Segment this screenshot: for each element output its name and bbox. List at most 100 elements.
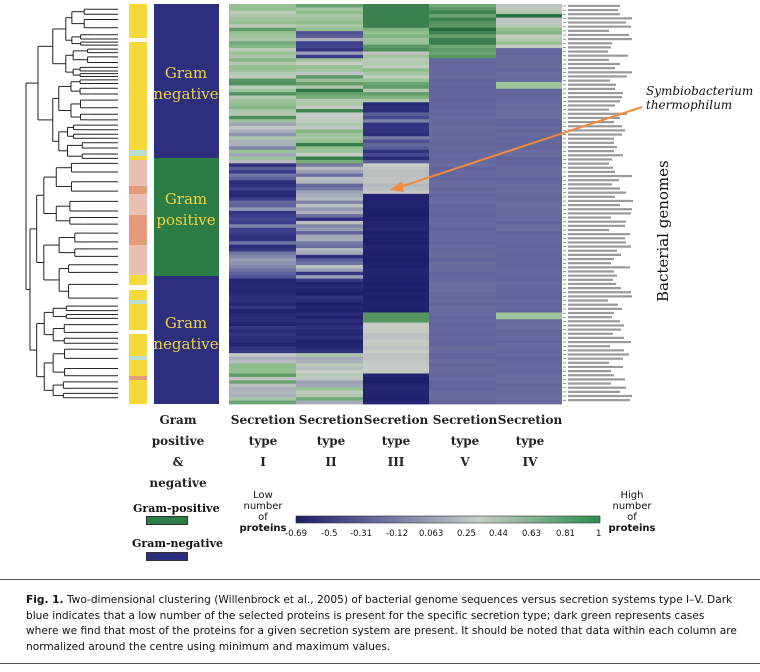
heatmap-cell <box>496 400 562 405</box>
heatmap-cell <box>429 34 496 39</box>
heatmap-cell <box>229 58 296 63</box>
heatmap-cell <box>363 115 429 120</box>
heatmap-cell <box>229 309 296 313</box>
heatmap-cell <box>296 342 363 347</box>
genome-label-text <box>568 183 612 186</box>
heatmap-cell <box>429 78 496 83</box>
gram-label-top-line2: negative <box>153 85 219 103</box>
heatmap-cell <box>229 288 296 293</box>
heatmap-cell <box>229 176 296 181</box>
heatmap-cell <box>229 102 296 107</box>
heatmap-cell <box>496 285 562 290</box>
heatmap-cell <box>296 265 363 269</box>
genome-label-text <box>568 158 612 161</box>
genome-label-text <box>568 96 622 99</box>
scale-high-label: High number of proteins <box>607 490 657 534</box>
genome-label-text <box>568 87 615 90</box>
heatmap-cell <box>296 119 363 124</box>
genome-label-text <box>568 316 612 319</box>
heatmap-cell <box>363 292 429 296</box>
gram-label-middle: Gram positive <box>151 189 221 231</box>
heatmap-cell <box>229 390 296 395</box>
heatmap-cell <box>229 231 296 235</box>
heatmap-cell <box>363 122 429 127</box>
heatmap-cell <box>296 237 363 242</box>
heatmap-cell <box>296 85 363 90</box>
heatmap-cell <box>363 305 429 310</box>
heatmap-cell <box>296 102 363 107</box>
heatmap-cell <box>296 180 363 185</box>
heatmap-cell <box>296 356 363 361</box>
heatmap-cell <box>496 207 562 212</box>
heatmap-cell <box>296 400 363 405</box>
heatmap-cell <box>229 210 296 215</box>
genome-label-text <box>568 191 626 194</box>
scale-tick: -0.31 <box>350 529 372 539</box>
heatmap-cell <box>363 383 429 388</box>
genome-label-text <box>568 8 618 12</box>
heatmap-cell <box>229 285 296 290</box>
heatmap-cell <box>496 271 562 276</box>
gram-label-middle-line1: Gram <box>164 190 208 208</box>
heatmap-cell <box>363 173 429 178</box>
heatmap-cell <box>429 210 496 215</box>
genome-label-text <box>568 104 615 107</box>
category-strip-segment <box>129 245 147 275</box>
heatmap-cell <box>296 227 363 232</box>
caption-label: Fig. 1. <box>26 594 64 606</box>
heatmap-cell <box>363 75 429 79</box>
heatmap-cell <box>229 319 296 324</box>
genome-label-text <box>568 145 617 149</box>
heatmap-cell <box>363 278 429 283</box>
heatmap-cell <box>363 163 429 168</box>
heatmap-cell <box>229 261 296 266</box>
genome-label-text <box>568 91 623 95</box>
genome-label-text <box>568 137 614 140</box>
heatmap-cell <box>429 224 496 229</box>
heatmap-cell <box>229 292 296 296</box>
heatmap-cell <box>296 383 363 388</box>
heatmap-cell <box>296 190 363 195</box>
gram-label-top: Gram negative <box>151 63 221 105</box>
heatmap-cell <box>296 359 363 364</box>
heatmap-cell <box>429 366 496 371</box>
genome-label-text <box>568 320 620 323</box>
gram-label-bottom: Gram negative <box>151 313 221 355</box>
heatmap-cell <box>363 24 429 29</box>
col2-line3: II <box>325 455 337 469</box>
heatmap-cell <box>429 149 496 154</box>
column-header-type-5: Secretion type V <box>430 410 500 473</box>
heatmap-cell <box>429 27 496 32</box>
heatmap-cell <box>429 193 496 198</box>
genome-label-text <box>568 386 626 389</box>
genome-label-text <box>568 370 611 373</box>
figure-caption: Fig. 1. Two-dimensional clustering (Will… <box>26 593 738 655</box>
heatmap-cell <box>496 393 562 398</box>
scale-high-line1: High <box>620 490 644 501</box>
heatmap-cell <box>429 170 496 174</box>
heatmap-cell <box>296 20 363 25</box>
heatmap-cell <box>363 281 429 286</box>
heatmap-cell <box>229 336 296 340</box>
heatmap-cell <box>429 10 496 15</box>
heatmap-cell <box>229 44 296 49</box>
heatmap-cell <box>229 105 296 110</box>
heatmap-cell <box>229 251 296 256</box>
heatmap-cell <box>429 54 496 59</box>
heatmap-cell <box>296 126 363 130</box>
heatmap-cell <box>429 105 496 110</box>
heatmap-cell <box>496 109 562 113</box>
heatmap-cell <box>296 322 363 327</box>
heatmap-cell <box>429 139 496 144</box>
annotation-arrowhead <box>390 181 404 192</box>
heatmap-cell <box>429 4 496 8</box>
heatmap-cell <box>229 380 296 385</box>
heatmap-cell <box>363 61 429 66</box>
heatmap-cell <box>429 298 496 303</box>
heatmap-cell <box>496 231 562 235</box>
heatmap-cell <box>429 156 496 161</box>
heatmap-cell <box>229 115 296 120</box>
heatmap-cell <box>296 349 363 354</box>
heatmap-cell <box>229 166 296 171</box>
caption-rule-top <box>0 579 760 580</box>
